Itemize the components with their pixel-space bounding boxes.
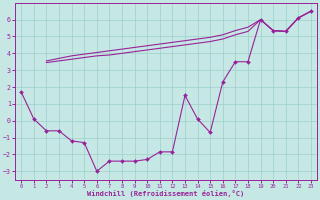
X-axis label: Windchill (Refroidissement éolien,°C): Windchill (Refroidissement éolien,°C) — [87, 190, 245, 197]
